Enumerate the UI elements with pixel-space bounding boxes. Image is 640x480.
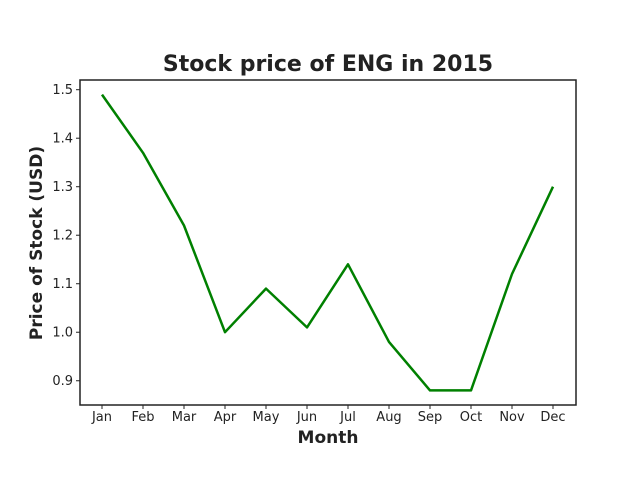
x-tick-label: Feb	[131, 410, 154, 425]
y-tick-label: 1.5	[52, 83, 73, 98]
y-tick-label: 1.0	[52, 326, 73, 341]
series-layer	[100, 93, 555, 392]
y-tick-label: 1.2	[52, 229, 73, 244]
series-line	[100, 93, 555, 392]
y-tick-label: 1.1	[52, 277, 73, 292]
x-tick-label: Apr	[214, 410, 237, 425]
x-tick-label: Sep	[418, 410, 443, 425]
x-axis-ticks: Jan Feb Mar Apr May Jun Jul Aug Sep Oct Nov Dec	[91, 405, 566, 425]
x-tick-label: Oct	[460, 410, 482, 425]
chart-title: Stock price of ENG in 2015	[163, 52, 493, 77]
x-tick-label: Nov	[499, 410, 525, 425]
x-axis-label: Month	[298, 428, 359, 448]
x-tick-label: Jun	[296, 410, 317, 425]
x-tick-label: Dec	[540, 410, 565, 425]
plot-frame	[79, 79, 577, 406]
y-tick-label: 0.9	[52, 374, 73, 389]
y-axis-label: Price of Stock (USD)	[27, 146, 47, 340]
x-tick-label: Jan	[91, 410, 112, 425]
x-tick-label: Mar	[172, 410, 197, 425]
x-tick-label: Aug	[376, 410, 401, 425]
x-tick-label: Jul	[339, 410, 356, 425]
y-tick-label: 1.4	[52, 132, 73, 147]
y-tick-label: 1.3	[52, 180, 73, 195]
y-axis-ticks: 0.9 1.0 1.1 1.2 1.3 1.4 1.5	[52, 83, 80, 389]
x-tick-label: May	[253, 410, 280, 425]
